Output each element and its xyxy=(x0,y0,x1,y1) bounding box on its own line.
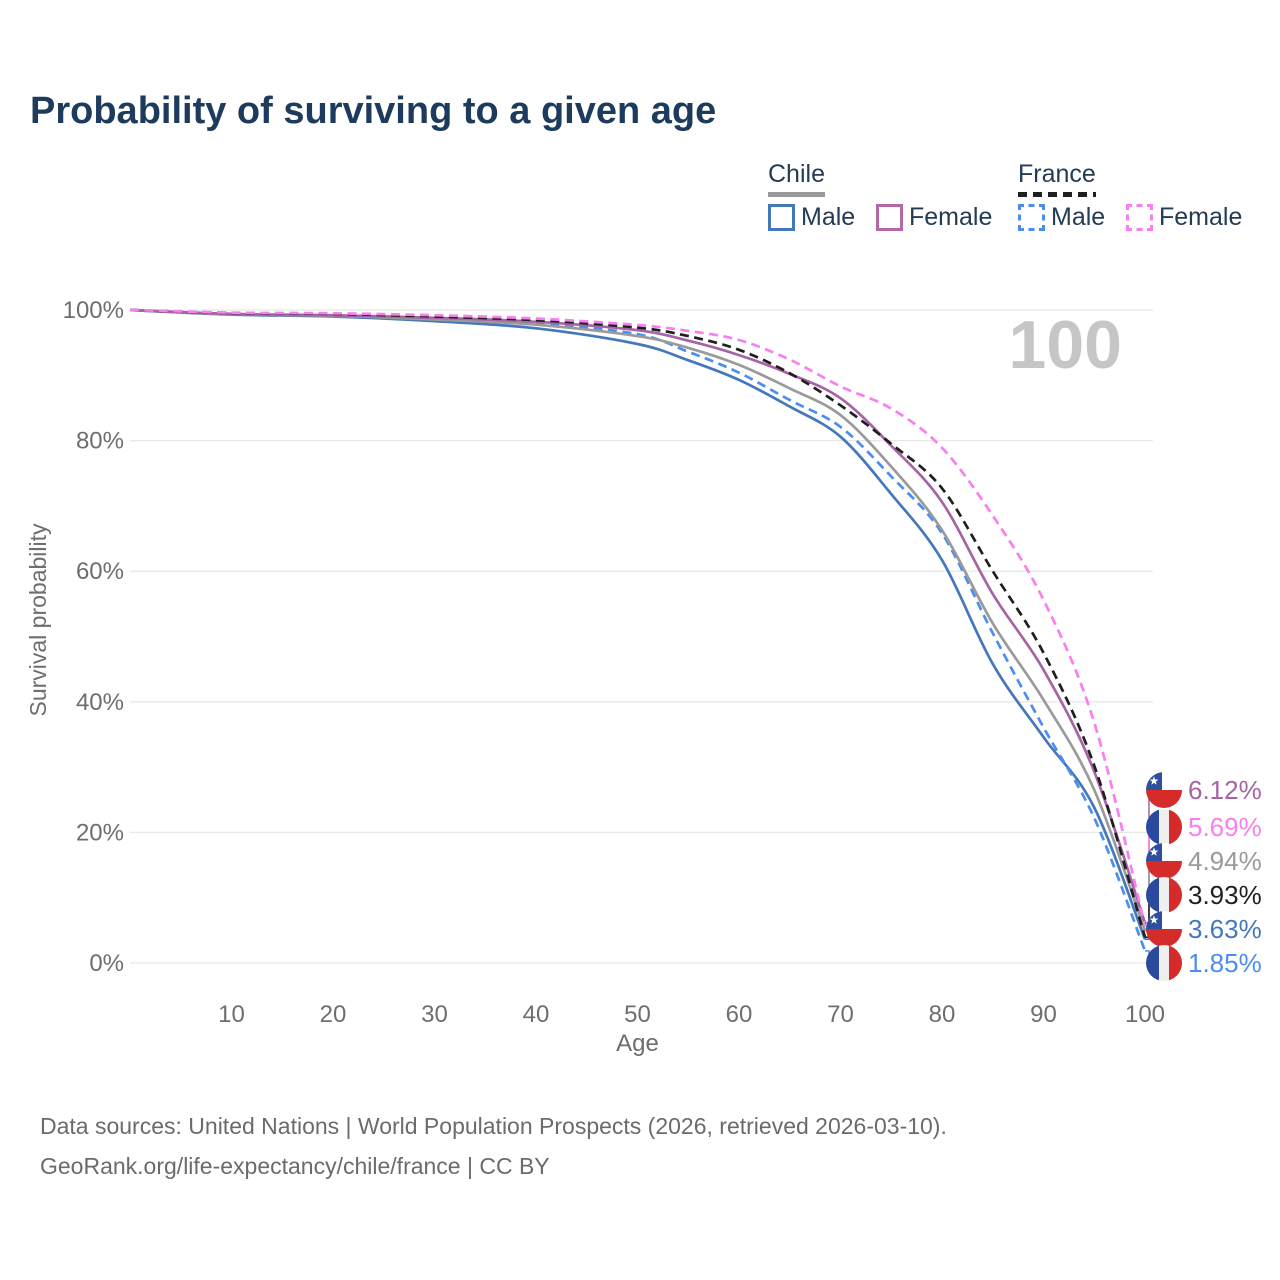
age-100-watermark: 100 xyxy=(1009,307,1122,383)
x-tick-label: 30 xyxy=(421,1001,448,1028)
x-tick-label: 40 xyxy=(523,1001,550,1028)
legend-item-chile-male[interactable]: Male xyxy=(768,203,855,232)
survival-curves xyxy=(129,308,1147,952)
curve-chile-female xyxy=(129,308,1147,924)
x-tick-label: 20 xyxy=(320,1001,347,1028)
y-tick-label: 0% xyxy=(89,950,124,977)
end-value-labels: 6.12% 5.69% 4.94% 3.93% 3.63% 1.85% xyxy=(1145,772,1262,981)
end-value-label: 3.63% xyxy=(1188,914,1262,944)
legend-france-female-label: Female xyxy=(1159,203,1243,231)
end-value-label: 1.85% xyxy=(1188,948,1262,978)
chile-flag-icon xyxy=(1146,911,1182,947)
france-female-swatch-icon xyxy=(1126,204,1153,231)
legend-item-chile-female[interactable]: Female xyxy=(876,203,992,232)
y-axis-label: Survival probability xyxy=(25,523,51,717)
end-value-label: 6.12% xyxy=(1188,775,1262,805)
france-flag-icon xyxy=(1146,945,1182,981)
legend-group-france[interactable]: France xyxy=(1018,160,1096,197)
footer: Data sources: United Nations | World Pop… xyxy=(40,1106,947,1186)
footer-attribution-line: GeoRank.org/life-expectancy/chile/france… xyxy=(40,1153,550,1179)
gridlines xyxy=(130,309,1153,964)
france-flag-icon xyxy=(1146,877,1182,913)
legend-chile-female-label: Female xyxy=(909,203,993,231)
france-total-line-swatch xyxy=(1018,192,1096,197)
x-tick-label: 80 xyxy=(929,1001,956,1028)
chile-total-line-swatch xyxy=(768,192,825,197)
curve-france-both-sexes xyxy=(129,308,1147,938)
chile-male-swatch-icon xyxy=(768,204,795,231)
france-male-swatch-icon xyxy=(1018,204,1045,231)
x-tick-label: 70 xyxy=(827,1001,854,1028)
y-tick-label: 60% xyxy=(76,558,124,585)
end-value-label: 4.94% xyxy=(1188,846,1262,876)
legend-group-chile[interactable]: Chile xyxy=(768,160,825,197)
legend-item-france-male[interactable]: Male xyxy=(1018,203,1105,232)
france-flag-icon xyxy=(1146,809,1182,845)
y-tick-label: 40% xyxy=(76,689,124,716)
chile-flag-icon xyxy=(1146,772,1182,808)
x-tick-label: 60 xyxy=(726,1001,753,1028)
legend-france-label: France xyxy=(1018,160,1096,188)
end-value-label: 5.69% xyxy=(1188,812,1262,842)
x-axis-label: Age xyxy=(616,1030,659,1057)
x-tick-label: 50 xyxy=(624,1001,651,1028)
x-tick-label: 10 xyxy=(218,1001,245,1028)
axis-labels: 0% 20% 40% 60% 80% 100% 10 20 30 40 50 60 70 80 90 100 A… xyxy=(25,297,1165,1057)
chile-female-swatch-icon xyxy=(876,204,903,231)
y-tick-label: 80% xyxy=(76,428,124,455)
legend-chile-male-label: Male xyxy=(801,203,856,231)
y-tick-label: 100% xyxy=(63,297,124,324)
x-tick-label: 90 xyxy=(1030,1001,1057,1028)
legend-chile-label: Chile xyxy=(768,160,825,188)
curve-france-female xyxy=(129,308,1147,927)
end-value-label: 3.93% xyxy=(1188,880,1262,910)
page-title: Probability of surviving to a given age xyxy=(30,90,717,132)
curve-chile-both-sexes xyxy=(129,308,1147,932)
y-tick-label: 20% xyxy=(76,819,124,846)
footer-source-line: Data sources: United Nations | World Pop… xyxy=(40,1113,947,1139)
legend-france-male-label: Male xyxy=(1051,203,1106,231)
x-tick-label: 100 xyxy=(1125,1001,1165,1028)
chile-flag-icon xyxy=(1146,843,1182,879)
legend-item-france-female[interactable]: Female xyxy=(1126,203,1242,232)
curve-france-male xyxy=(129,308,1147,952)
